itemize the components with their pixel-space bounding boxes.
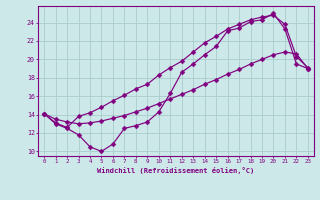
X-axis label: Windchill (Refroidissement éolien,°C): Windchill (Refroidissement éolien,°C) <box>97 167 255 174</box>
